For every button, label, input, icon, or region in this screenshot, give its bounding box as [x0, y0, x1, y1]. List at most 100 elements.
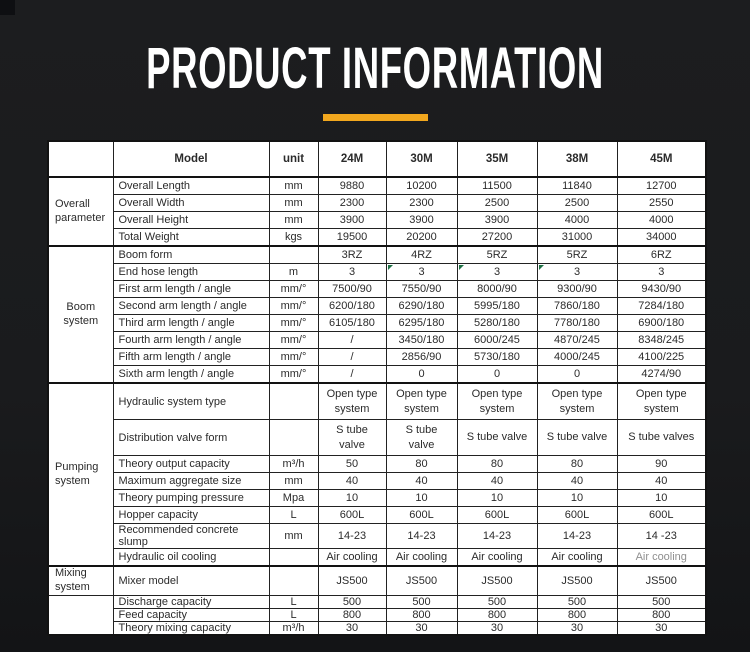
- group-label-cell: Boom system: [47, 245, 114, 384]
- unit-cell: [268, 565, 319, 596]
- group-label-cell: Overall parameter: [47, 176, 114, 247]
- table-row: Theory pumping pressure Mpa 10 10 10 10 10: [48, 489, 707, 507]
- table-header-cell: 45M: [616, 140, 707, 178]
- table-row: Sixth arm length / angle mm/°/0 0 0 4274/90: [48, 365, 707, 384]
- table-row: Mixing system Mixer model JS500 JS500 JS500 J…: [47, 565, 707, 596]
- value-cell: 80: [385, 455, 458, 473]
- green-corner-marker-icon: [387, 265, 393, 270]
- value-cell: 2856/90: [385, 348, 458, 366]
- value-cell: 12700: [616, 176, 707, 195]
- value-cell: /: [317, 331, 387, 349]
- unit-cell: mm/°: [268, 280, 319, 298]
- table-row: Discharge capacity L 500 500 500 500 500: [47, 594, 707, 635]
- value-cell: 10: [385, 489, 458, 507]
- row-label: Theory pumping pressure: [112, 489, 270, 507]
- value-cell: 6200/180: [317, 297, 387, 315]
- value-cell: Open type system: [616, 382, 707, 420]
- table-row: First arm length / angle mm/° 7500/90 7550/…: [48, 280, 707, 298]
- row-label: Theory output capacity: [112, 455, 270, 473]
- value-cell: 6000/245: [456, 331, 538, 349]
- unit-cell: m³/h: [268, 455, 319, 473]
- value-cell: Air cooling: [317, 548, 387, 567]
- table-header-cell: unit: [268, 140, 319, 178]
- table-row: Hopper capacity L 600L 600L 600L 600L 600L: [48, 506, 707, 524]
- value-cell: 3: [616, 263, 707, 281]
- value-cell: 2550: [616, 194, 707, 212]
- value-cell: 3: [385, 263, 458, 281]
- value-cell: JS500: [317, 565, 387, 596]
- unit-cell: mm: [268, 211, 319, 229]
- row-label: Recommended concrete slump: [112, 523, 270, 549]
- row-label: Sixth arm length / angle: [112, 365, 270, 384]
- row-label: End hose length: [112, 263, 270, 281]
- value-cell: 500: [317, 594, 387, 609]
- row-label: Hopper capacity: [112, 506, 270, 524]
- row-label: Hydraulic system type: [112, 382, 270, 420]
- value-cell: 4RZ: [385, 245, 458, 264]
- value-cell: 0: [385, 365, 458, 384]
- unit-cell: mm: [268, 523, 319, 549]
- value-cell: 5RZ: [536, 245, 618, 264]
- value-cell: 3900: [456, 211, 538, 229]
- row-label: Discharge capacity: [112, 594, 270, 609]
- unit-cell: mm: [268, 194, 319, 212]
- value-cell: Open type system: [385, 382, 458, 420]
- row-label: Distribution valve form: [112, 419, 270, 456]
- value-cell: 14 -23: [616, 523, 707, 549]
- value-cell: Air cooling: [385, 548, 458, 567]
- value-cell: 7284/180: [616, 297, 707, 315]
- unit-cell: mm/°: [268, 348, 319, 366]
- value-cell: 10: [616, 489, 707, 507]
- value-cell: 4100/225: [616, 348, 707, 366]
- value-cell: 8348/245: [616, 331, 707, 349]
- unit-cell: Mpa: [268, 489, 319, 507]
- header-cell-group: [47, 140, 114, 178]
- value-cell: 80: [456, 455, 538, 473]
- unit-cell: L: [268, 506, 319, 524]
- table-body: Overall parameter Overall Length mm 9880 102…: [47, 176, 707, 635]
- value-cell: 10: [317, 489, 387, 507]
- unit-cell: mm/°: [268, 365, 319, 384]
- value-cell: 2300: [385, 194, 458, 212]
- row-label: Feed capacity: [112, 607, 270, 622]
- value-cell: 14-23: [317, 523, 387, 549]
- value-cell: 9880: [317, 176, 387, 195]
- value-cell: 7780/180: [536, 314, 618, 332]
- table-row: Third arm length / angle mm/° 6105/180 6295…: [48, 314, 707, 332]
- unit-cell: [268, 382, 319, 420]
- value-cell: 5280/180: [456, 314, 538, 332]
- value-cell: 40: [317, 472, 387, 490]
- value-cell: 9300/90: [536, 280, 618, 298]
- value-cell: 11500: [456, 176, 538, 195]
- table-header: Model unit 24M 30M 35M 38M 45M: [47, 140, 707, 178]
- unit-cell: mm: [268, 472, 319, 490]
- table-row: Feed capacity L 800 800 800 800 800: [48, 607, 707, 622]
- value-cell: 9430/90: [616, 280, 707, 298]
- value-cell: 30: [456, 620, 538, 635]
- value-cell: 5995/180: [456, 297, 538, 315]
- group-empty-cell: [47, 594, 114, 635]
- value-cell: 2500: [536, 194, 618, 212]
- value-cell: 500: [456, 594, 538, 609]
- value-cell: JS500: [616, 565, 707, 596]
- value-cell: 90: [616, 455, 707, 473]
- table-row: Boom system Boom form 3RZ 4RZ 5RZ 5RZ 6RZ: [47, 245, 707, 384]
- value-cell: 600L: [317, 506, 387, 524]
- unit-cell: m³/h: [268, 620, 319, 635]
- group-label-cell: Pumping system: [47, 382, 114, 567]
- value-cell: 14-23: [456, 523, 538, 549]
- value-cell: 500: [385, 594, 458, 609]
- value-cell: 800: [317, 607, 387, 622]
- title-underline-bar: [322, 114, 428, 121]
- value-cell: 4870/245: [536, 331, 618, 349]
- table-header-cell: Model: [112, 140, 270, 178]
- value-cell: 10: [536, 489, 618, 507]
- value-cell: 500: [616, 594, 707, 609]
- row-label: Fourth arm length / angle: [112, 331, 270, 349]
- value-cell: 800: [385, 607, 458, 622]
- value-cell: Open type system: [456, 382, 538, 420]
- unit-cell: mm/°: [268, 314, 319, 332]
- value-cell: 19500: [317, 228, 387, 247]
- row-label: Total Weight: [112, 228, 270, 247]
- row-label: Overall Length: [112, 176, 270, 195]
